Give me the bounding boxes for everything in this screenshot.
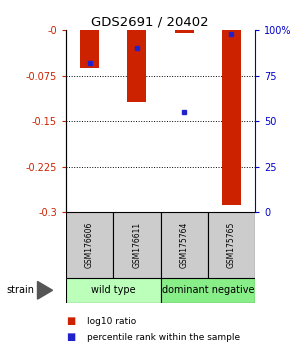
Bar — [160, 278, 255, 303]
Bar — [208, 212, 255, 278]
Text: GSM175764: GSM175764 — [180, 222, 189, 268]
Text: ■: ■ — [66, 316, 75, 326]
Text: GDS2691 / 20402: GDS2691 / 20402 — [91, 16, 209, 29]
Text: GSM176611: GSM176611 — [132, 222, 141, 268]
Bar — [80, 30, 99, 68]
Text: GSM176606: GSM176606 — [85, 222, 94, 268]
Bar — [66, 278, 160, 303]
Text: wild type: wild type — [91, 285, 136, 295]
Text: strain: strain — [6, 285, 34, 295]
Text: log10 ratio: log10 ratio — [87, 317, 136, 326]
Bar — [222, 30, 241, 205]
Bar — [128, 30, 146, 102]
Text: ■: ■ — [66, 332, 75, 342]
Text: GSM175765: GSM175765 — [227, 222, 236, 268]
Text: percentile rank within the sample: percentile rank within the sample — [87, 332, 240, 342]
Bar — [175, 30, 194, 33]
Polygon shape — [38, 281, 52, 299]
Text: dominant negative: dominant negative — [161, 285, 254, 295]
Bar — [160, 212, 208, 278]
Bar — [113, 212, 160, 278]
Bar — [66, 212, 113, 278]
